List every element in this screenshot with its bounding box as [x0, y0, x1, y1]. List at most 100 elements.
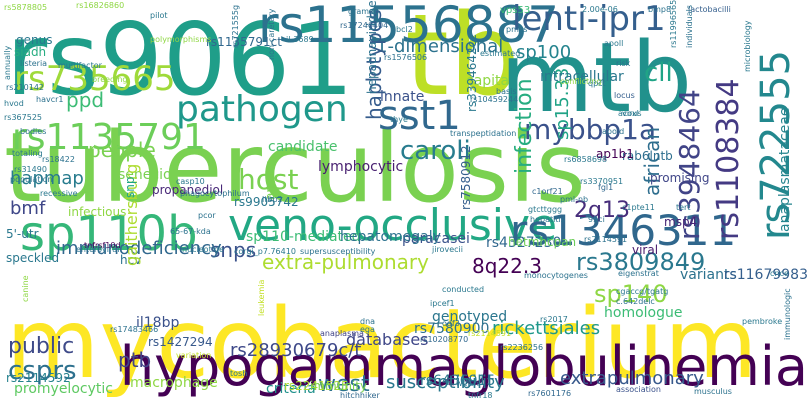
cloud-word: nucleotide — [182, 245, 224, 254]
cloud-word: rs11679983 — [723, 267, 808, 283]
cloud-word: lactobacilli — [688, 5, 731, 14]
cloud-word: supersusceptibility — [300, 247, 376, 256]
cloud-word: monocytogenes — [524, 271, 588, 280]
cloud-word: rs1108384 — [711, 78, 746, 240]
cloud-word: rs2114591 — [584, 235, 628, 244]
cloud-word: hapmap — [10, 168, 84, 189]
cloud-word: rs6436915 — [420, 373, 496, 389]
cloud-word: il18bp — [136, 315, 180, 331]
cloud-word: rs721555g — [231, 4, 240, 48]
cloud-word: rs2114591 — [468, 329, 512, 338]
cloud-word: rs10459244 — [470, 95, 519, 104]
cloud-word: annually — [3, 45, 12, 80]
cloud-word: dna — [360, 317, 376, 326]
cloud-word: mtb — [500, 22, 693, 134]
cloud-word: databases — [346, 330, 429, 349]
cloud-word: sst1 — [378, 93, 461, 139]
cloud-word: individuals — [685, 5, 694, 48]
cloud-word: snps — [210, 238, 257, 262]
cloud-word: cll — [644, 58, 673, 88]
cloud-word: bodies — [20, 127, 47, 136]
cloud-word: rs1135791 — [12, 117, 206, 158]
cloud-word: sp100 — [516, 42, 572, 63]
cloud-word: genotyped — [432, 309, 508, 325]
cloud-word: host — [238, 163, 299, 196]
cloud-word: hvod — [4, 99, 24, 108]
cloud-word: rs7601176 — [528, 389, 572, 398]
cloud-word: ap1b1 — [596, 147, 634, 161]
cloud-word: promising — [650, 171, 710, 185]
cloud-word: hitchhiker — [340, 391, 380, 400]
cloud-word: pcor — [198, 211, 216, 220]
cloud-word: pml-nb — [560, 195, 589, 204]
cloud-word: tnfrsf10d — [84, 241, 121, 250]
cloud-word: rs2241525 — [284, 379, 349, 393]
cloud-word: rs2017 — [540, 315, 568, 324]
cloud-word: susceptibility — [386, 372, 505, 393]
cloud-word: ipcef1 — [430, 299, 455, 308]
cloud-word: rs1346311 — [510, 206, 737, 255]
cloud-word: canine — [21, 275, 30, 302]
cloud-word: rs2236256 — [500, 343, 544, 352]
cloud-word: estimated — [480, 49, 521, 58]
cloud-word: csprs — [8, 356, 77, 386]
cloud-word: rs367525 — [4, 113, 42, 122]
cloud-word: transpeptidation — [450, 129, 517, 138]
cloud-word: phagocytophilum — [180, 189, 250, 198]
cloud-word: musculus — [694, 387, 732, 396]
cloud-word: breeding — [92, 75, 128, 84]
cloud-word: rab6lntb — [622, 149, 673, 163]
cloud-word: rs1576506 — [384, 53, 428, 62]
cloud-word: conflicting — [560, 77, 602, 86]
cloud-word: ega — [360, 325, 375, 334]
cloud-word: cnce — [770, 269, 789, 278]
cloud-word: homologue — [604, 305, 683, 321]
cloud-word: rs9061 — [6, 1, 354, 118]
cloud-word: veno-occlusive — [228, 200, 558, 251]
cloud-word: c1pte11 — [622, 203, 655, 212]
cloud-word: mycobacterium — [6, 288, 758, 400]
cloud-word: multifactor — [58, 61, 102, 70]
cloud-word: rs31490 — [14, 165, 47, 174]
cloud-word: rs210142 — [6, 83, 44, 92]
cloud-word: rs11556887 — [258, 0, 560, 54]
cloud-word: amaxa — [263, 159, 277, 200]
cloud-word: public — [8, 334, 75, 359]
cloud-word: msp4 — [664, 215, 698, 229]
cloud-word: rs6858698 — [564, 155, 608, 164]
cloud-word: fgl1 — [598, 183, 614, 192]
cloud-word: speckled — [6, 251, 60, 265]
cloud-word: locus — [614, 91, 635, 100]
cloud-word: hcv — [120, 253, 142, 267]
cloud-word: caroli — [400, 136, 471, 166]
cloud-word: rs16826860 — [76, 1, 125, 10]
cloud-word: hetmhcpan — [508, 235, 577, 249]
cloud-word: non-caretary — [267, 8, 276, 60]
cloud-word: sp110b — [20, 206, 198, 262]
cloud-word: c1orf21 — [532, 187, 563, 196]
cloud-word: immunodeficiency — [56, 238, 222, 259]
cloud-word: rickettsiales — [492, 318, 601, 339]
cloud-word: mybbp1a — [524, 113, 657, 146]
cloud-word: bcl2 — [396, 25, 413, 34]
cloud-word: rs2114592 — [6, 371, 71, 385]
cloud-word: thye — [390, 115, 408, 124]
cloud-word: extra-pulmonary — [262, 250, 429, 274]
cloud-word: rs5878805 — [4, 3, 48, 12]
cloud-word: enteroviral — [76, 245, 120, 254]
cloud-word: genus — [16, 33, 53, 47]
cloud-word: hepatitis — [530, 215, 565, 224]
cloud-word: pmcs — [506, 25, 528, 34]
cloud-word: anaplasma — [320, 329, 364, 338]
cloud-word: eigenstrat — [618, 269, 659, 278]
cloud-word: 65-67-kda — [170, 227, 211, 236]
cloud-word: il-3689 — [286, 35, 314, 44]
cloud-word: rs10208770 — [420, 335, 469, 344]
cloud-word: rs17246404 — [340, 21, 389, 30]
cloud-word: gtcttggg — [528, 205, 563, 214]
cloud-word: rs4327230 — [486, 235, 562, 251]
cloud-word: anaplasmataceae — [777, 107, 793, 232]
cloud-word: basis — [496, 87, 517, 96]
cloud-word: qpct — [588, 79, 606, 88]
